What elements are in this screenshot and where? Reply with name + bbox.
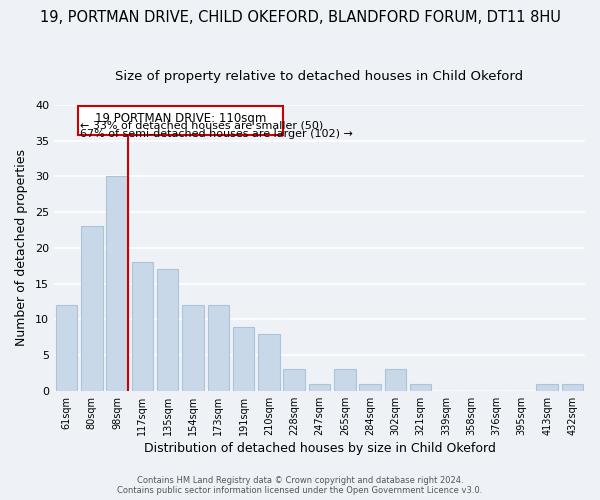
Bar <box>258 334 280 391</box>
Bar <box>56 305 77 391</box>
Bar <box>106 176 128 391</box>
Bar <box>233 326 254 391</box>
Bar <box>309 384 330 391</box>
Bar <box>536 384 558 391</box>
Y-axis label: Number of detached properties: Number of detached properties <box>15 150 28 346</box>
Title: Size of property relative to detached houses in Child Okeford: Size of property relative to detached ho… <box>115 70 524 83</box>
Bar <box>334 370 356 391</box>
Text: 19, PORTMAN DRIVE, CHILD OKEFORD, BLANDFORD FORUM, DT11 8HU: 19, PORTMAN DRIVE, CHILD OKEFORD, BLANDF… <box>40 10 560 25</box>
Bar <box>359 384 381 391</box>
Text: 19 PORTMAN DRIVE: 110sqm: 19 PORTMAN DRIVE: 110sqm <box>95 112 266 125</box>
Bar <box>410 384 431 391</box>
Text: 67% of semi-detached houses are larger (102) →: 67% of semi-detached houses are larger (… <box>80 128 353 138</box>
Bar <box>385 370 406 391</box>
Bar <box>81 226 103 391</box>
Bar <box>283 370 305 391</box>
X-axis label: Distribution of detached houses by size in Child Okeford: Distribution of detached houses by size … <box>143 442 496 455</box>
Text: Contains HM Land Registry data © Crown copyright and database right 2024.
Contai: Contains HM Land Registry data © Crown c… <box>118 476 482 495</box>
Bar <box>182 305 204 391</box>
FancyBboxPatch shape <box>78 106 283 135</box>
Text: ← 33% of detached houses are smaller (50): ← 33% of detached houses are smaller (50… <box>80 120 324 130</box>
Bar <box>562 384 583 391</box>
Bar <box>208 305 229 391</box>
Bar <box>131 262 153 391</box>
Bar <box>157 270 178 391</box>
